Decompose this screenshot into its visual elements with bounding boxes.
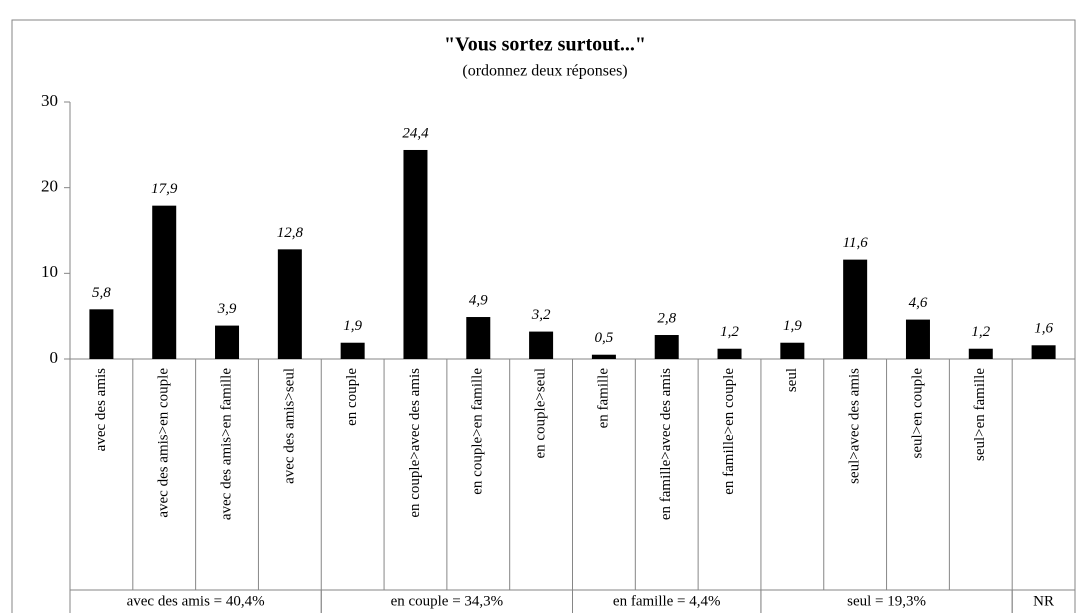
- bar: [277, 249, 302, 359]
- value-label: 24,4: [402, 125, 429, 141]
- x-tick-label: avec des amis>en couple: [156, 368, 172, 518]
- bar: [215, 325, 240, 359]
- value-label: 3,2: [531, 307, 551, 323]
- chart-subtitle: (ordonnez deux réponses): [462, 63, 627, 80]
- y-tick-label: 0: [50, 348, 59, 367]
- x-tick-label: en famille: [595, 368, 611, 429]
- group-label: seul = 19,3%: [847, 593, 926, 609]
- value-label: 4,9: [469, 292, 488, 308]
- x-tick-label: en couple: [344, 368, 360, 426]
- value-label: 11,6: [843, 235, 869, 251]
- chart-border: [11, 19, 1076, 613]
- group-label: NR: [1033, 593, 1054, 609]
- bar: [654, 335, 679, 359]
- value-label: 1,2: [720, 324, 739, 340]
- bar: [152, 205, 177, 359]
- bar: [340, 342, 365, 359]
- value-label: 2,8: [657, 310, 676, 326]
- bar: [968, 348, 993, 359]
- y-tick-label: 10: [41, 262, 58, 281]
- x-tick-label: avec des amis>en famille: [218, 368, 234, 520]
- value-label: 0,5: [595, 330, 614, 346]
- x-tick-label: seul>en couple: [909, 368, 925, 459]
- value-label: 12,8: [277, 225, 304, 241]
- chart-title: "Vous sortez surtout...": [444, 34, 646, 56]
- bar: [89, 309, 114, 359]
- x-tick-label: en famille>en couple: [721, 368, 737, 495]
- value-label: 1,2: [971, 324, 990, 340]
- y-tick-label: 20: [41, 177, 58, 196]
- x-tick-label: en couple>avec des amis: [407, 368, 423, 518]
- x-tick-label: avec des amis: [93, 368, 109, 451]
- group-label: avec des amis = 40,4%: [127, 593, 265, 609]
- x-tick-label: seul>avec des amis: [847, 368, 863, 484]
- bar: [1031, 345, 1056, 359]
- x-tick-label: en famille>avec des amis: [658, 368, 674, 520]
- group-label: en couple = 34,3%: [391, 593, 504, 609]
- group-label: en famille = 4,4%: [613, 593, 721, 609]
- y-tick-label: 30: [41, 91, 58, 110]
- x-tick-label: avec des amis>seul: [281, 368, 297, 484]
- bar: [529, 331, 554, 359]
- x-tick-label: en couple>seul: [533, 368, 549, 459]
- value-label: 17,9: [151, 181, 178, 197]
- value-label: 1,9: [343, 318, 362, 334]
- x-tick-label: en couple>en famille: [470, 368, 486, 495]
- value-label: 4,6: [909, 295, 928, 311]
- x-tick-label: seul>en famille: [972, 368, 988, 461]
- bar: [780, 342, 805, 359]
- bar: [466, 317, 491, 359]
- value-label: 3,9: [217, 301, 237, 317]
- bar: [591, 354, 616, 359]
- x-tick-label: seul: [784, 368, 800, 392]
- bar: [905, 319, 930, 359]
- value-label: 1,9: [783, 318, 802, 334]
- bar: [717, 348, 742, 359]
- bar: [843, 259, 868, 359]
- value-label: 5,8: [92, 285, 111, 301]
- value-label: 1,6: [1034, 321, 1053, 337]
- bar: [403, 149, 428, 359]
